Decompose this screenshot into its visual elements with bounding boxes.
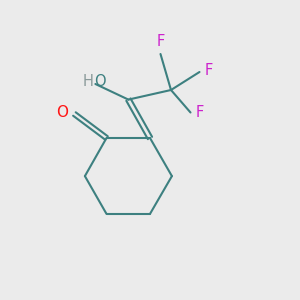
Text: O: O — [94, 74, 106, 88]
Text: F: F — [156, 34, 165, 49]
Text: F: F — [196, 105, 204, 120]
Text: H: H — [83, 74, 94, 88]
Text: O: O — [56, 105, 68, 120]
Text: F: F — [205, 63, 213, 78]
